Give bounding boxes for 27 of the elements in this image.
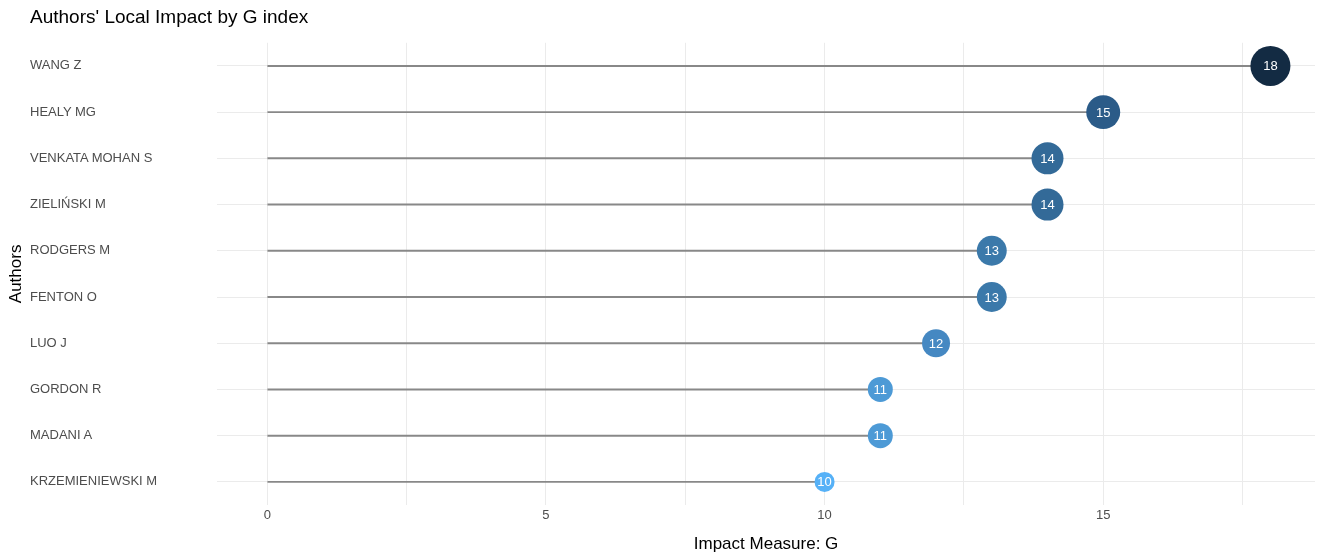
data-label: 14: [1040, 197, 1055, 213]
data-label: 14: [1040, 150, 1055, 166]
y-tick-label: KRZEMIENIEWSKI M: [30, 473, 158, 489]
y-tick-label: WANG Z: [30, 57, 82, 73]
data-label: 11: [873, 382, 888, 398]
x-tick-label: 15: [1095, 507, 1111, 523]
data-label: 10: [817, 474, 832, 490]
data-label: 15: [1095, 104, 1111, 120]
data-label: 13: [984, 289, 999, 305]
x-tick-label: 10: [817, 507, 832, 523]
y-tick-label: HEALY MG: [30, 103, 96, 119]
y-tick-label: MADANI A: [30, 427, 93, 443]
chart-title: Authors' Local Impact by G index: [30, 5, 309, 27]
y-tick-label: RODGERS M: [30, 242, 111, 258]
y-axis-title: Authors: [5, 244, 25, 304]
data-label: 18: [1263, 58, 1278, 74]
x-tick-label: 0: [263, 507, 271, 523]
data-label: 13: [984, 243, 999, 259]
x-axis-title: Impact Measure: G: [693, 534, 839, 554]
data-label: 11: [873, 428, 888, 444]
y-tick-label: FENTON O: [30, 288, 97, 304]
x-tick-label: 5: [542, 507, 550, 523]
y-tick-label: VENKATA MOHAN S: [30, 149, 153, 165]
y-tick-label: LUO J: [30, 334, 67, 350]
data-label: 12: [928, 335, 944, 351]
y-tick-label: GORDON R: [30, 381, 102, 397]
y-tick-label: ZIELIŃSKI M: [30, 196, 106, 212]
